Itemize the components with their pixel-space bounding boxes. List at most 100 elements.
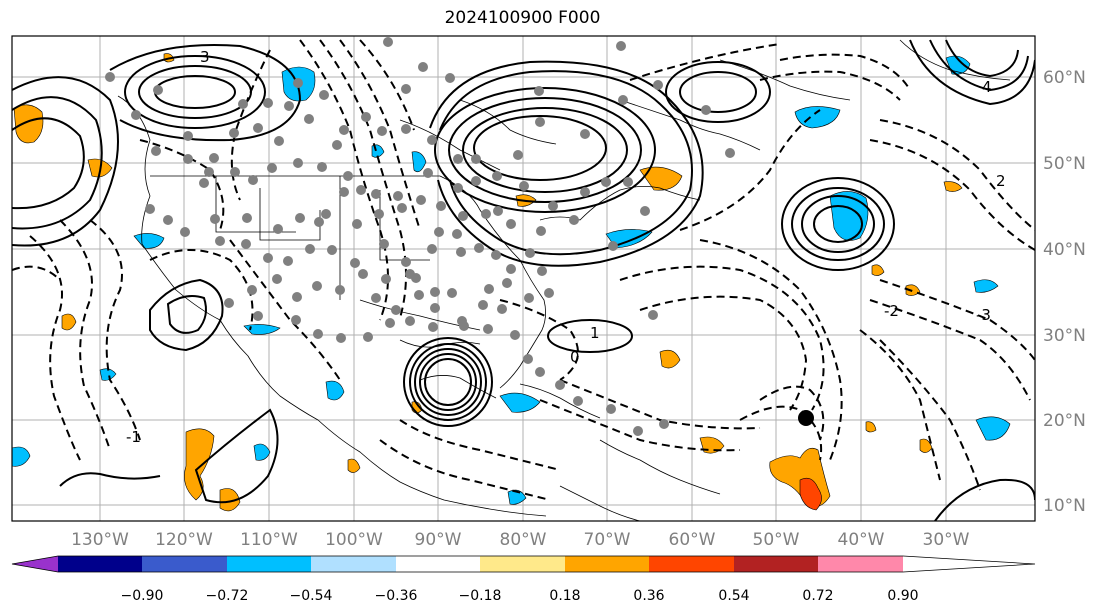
colorbar-tick-label: 0.36 — [633, 588, 664, 604]
contour-line — [12, 265, 61, 281]
contour-label: -1 — [126, 428, 141, 446]
station-dot — [350, 258, 360, 268]
contour-line — [539, 399, 741, 452]
station-dot — [427, 244, 437, 254]
station-dot — [371, 189, 381, 199]
station-dot — [430, 303, 440, 313]
station-dot — [648, 310, 658, 320]
station-dot — [358, 269, 368, 279]
lon-label: 80°W — [500, 530, 547, 550]
station-dot — [313, 329, 323, 339]
lon-label: 50°W — [753, 530, 800, 550]
map-title: 2024100900 F000 — [444, 8, 601, 28]
shade-patch — [905, 284, 921, 296]
contour-line — [149, 249, 254, 331]
shade-patch — [243, 324, 281, 335]
station-dot — [502, 278, 512, 288]
station-dot — [339, 187, 349, 197]
lat-label: 50°N — [1043, 154, 1086, 174]
station-dot — [483, 324, 493, 334]
station-dot — [633, 426, 643, 436]
colorbar-segment — [480, 556, 565, 572]
contour-line — [801, 195, 875, 253]
station-dot — [474, 243, 484, 253]
station-dot — [653, 80, 663, 90]
contour-line — [414, 348, 482, 416]
colorbar-tick-label: 0.90 — [887, 588, 918, 604]
station-dot — [229, 128, 239, 138]
coastlines — [117, 39, 1011, 521]
contour-line — [679, 109, 821, 231]
station-dot — [248, 175, 258, 185]
contour-label: 4 — [982, 78, 992, 96]
shade-patch — [411, 151, 427, 173]
station-dot — [145, 204, 155, 214]
station-dot — [247, 285, 257, 295]
shade-patch — [659, 349, 681, 369]
station-dot — [453, 154, 463, 164]
contour-line — [473, 115, 607, 181]
colorbar-segment — [903, 556, 1035, 572]
station-dot — [151, 146, 161, 156]
contour-line — [429, 60, 704, 267]
station-dot — [534, 86, 544, 96]
shade-patch — [219, 488, 241, 512]
station-dot — [352, 219, 362, 229]
station-dot — [536, 226, 546, 236]
contour-line — [619, 265, 825, 411]
lon-label: 70°W — [584, 530, 631, 550]
station-dot — [274, 136, 284, 146]
station-dot — [317, 162, 327, 172]
contour-line — [59, 219, 111, 451]
station-dot — [321, 209, 331, 219]
station-dot — [401, 124, 411, 134]
lon-label: 100°W — [325, 530, 383, 550]
contour-line — [149, 278, 224, 352]
contour-line — [59, 472, 161, 487]
station-dot — [405, 316, 415, 326]
contour-line — [869, 299, 1031, 401]
station-dot — [377, 126, 387, 136]
contour-line — [229, 239, 341, 381]
station-dot — [405, 269, 415, 279]
shade-patch — [61, 313, 77, 331]
colorbar-segment — [12, 556, 58, 572]
lat-label: 30°N — [1043, 326, 1086, 346]
station-dot — [524, 293, 534, 303]
colorbar-segment — [734, 556, 818, 572]
storm-marker — [798, 410, 814, 426]
station-dot — [293, 158, 303, 168]
contour-label: 1 — [590, 324, 600, 342]
lon-label: 30°W — [923, 530, 970, 550]
station-dot — [481, 209, 491, 219]
colorbar-tick-label: −0.90 — [121, 588, 164, 604]
station-dot — [478, 300, 488, 310]
latitude-labels: 60°N 50°N 40°N 30°N 20°N 10°N — [1043, 68, 1086, 516]
station-dot — [153, 85, 163, 95]
contour-line — [869, 139, 1035, 251]
station-dot — [336, 333, 346, 343]
shade-patch — [639, 166, 683, 191]
shade-patch — [973, 279, 999, 293]
colorbar-segment — [818, 556, 903, 572]
station-dot — [199, 178, 209, 188]
station-dot — [423, 168, 433, 178]
colorbar-segment — [142, 556, 227, 572]
lat-label: 10°N — [1043, 496, 1086, 516]
shade-patch — [253, 443, 271, 461]
lon-label: 120°W — [155, 530, 213, 550]
station-dot — [535, 367, 545, 377]
station-dot — [263, 98, 273, 108]
station-dot — [292, 292, 302, 302]
station-dot — [497, 304, 507, 314]
shade-patch — [871, 264, 885, 276]
station-dot — [418, 62, 428, 72]
contour-line — [403, 337, 493, 427]
station-dot — [659, 419, 669, 429]
station-dot — [445, 73, 455, 83]
shade-patch — [99, 368, 117, 381]
contour-labels: 3 4 1 2 0 -1 -2 -3 — [126, 48, 1006, 446]
contour-label: -2 — [884, 302, 899, 320]
contour-line — [379, 439, 551, 501]
contour-line — [419, 353, 477, 411]
